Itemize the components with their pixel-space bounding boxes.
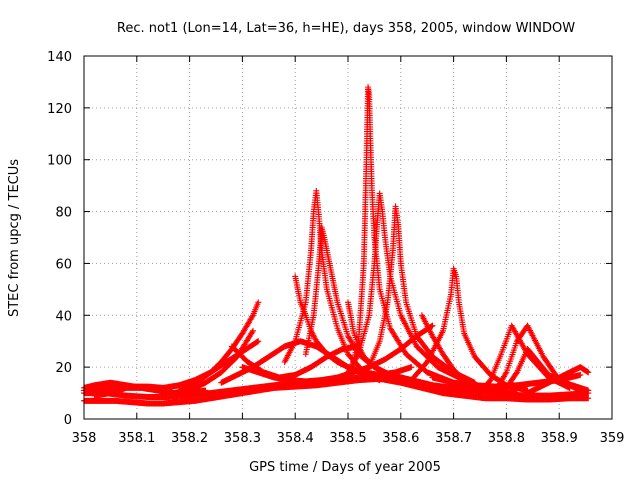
data-point: [429, 322, 436, 329]
data-point: [249, 327, 256, 334]
x-tick-label: 358.7: [435, 431, 472, 446]
data-point: [255, 338, 262, 345]
data-point: [354, 352, 361, 359]
x-tick-label: 358.3: [224, 431, 261, 446]
series-9: [292, 273, 378, 378]
data-point: [255, 299, 262, 306]
data-point: [585, 369, 592, 376]
data-point: [585, 387, 592, 394]
data-points: [81, 84, 592, 407]
series-12: [345, 299, 478, 394]
x-axis-label: GPS time / Days of year 2005: [249, 460, 441, 475]
series-15: [366, 203, 478, 386]
series-10: [281, 187, 383, 384]
data-point: [202, 387, 209, 394]
series-22: [429, 371, 584, 390]
x-tick-label: 358: [72, 431, 97, 446]
y-tick-label: 0: [64, 413, 72, 428]
data-point: [249, 329, 256, 336]
x-tick-label: 358.6: [382, 431, 419, 446]
data-point: [513, 390, 520, 397]
y-axis-label: STEC from upcg / TECUs: [7, 159, 22, 317]
x-axis: 358 358.1 358.2 358.3 358.4 358.5 358.6 358.7 35…: [72, 56, 625, 446]
y-tick-label: 120: [47, 102, 72, 117]
y-tick-label: 140: [47, 50, 72, 65]
x-tick-label: 359: [600, 431, 625, 446]
x-tick-label: 358.9: [541, 431, 578, 446]
data-point: [502, 370, 509, 377]
x-tick-label: 358.5: [329, 431, 366, 446]
data-point: [408, 364, 415, 371]
series-13: [345, 84, 483, 391]
x-tick-label: 358.1: [118, 431, 155, 446]
y-tick-label: 20: [55, 361, 72, 376]
y-tick-label: 100: [47, 154, 72, 169]
x-tick-label: 358.4: [277, 431, 314, 446]
series-4: [91, 327, 256, 399]
y-tick-label: 60: [55, 257, 72, 272]
x-tick-label: 358.2: [171, 431, 208, 446]
chart-title: Rec. not1 (Lon=14, Lat=36, h=HE), days 3…: [117, 21, 575, 36]
data-point: [577, 371, 584, 378]
data-point: [376, 377, 383, 384]
y-tick-label: 40: [55, 309, 72, 324]
data-point: [585, 395, 592, 402]
y-axis: 0 20 40 60 80 100 120 140: [47, 50, 612, 428]
y-tick-label: 80: [55, 206, 72, 221]
x-tick-label: 358.8: [488, 431, 525, 446]
series-17: [408, 265, 531, 394]
series-5: [176, 299, 262, 391]
data-point: [249, 313, 256, 320]
